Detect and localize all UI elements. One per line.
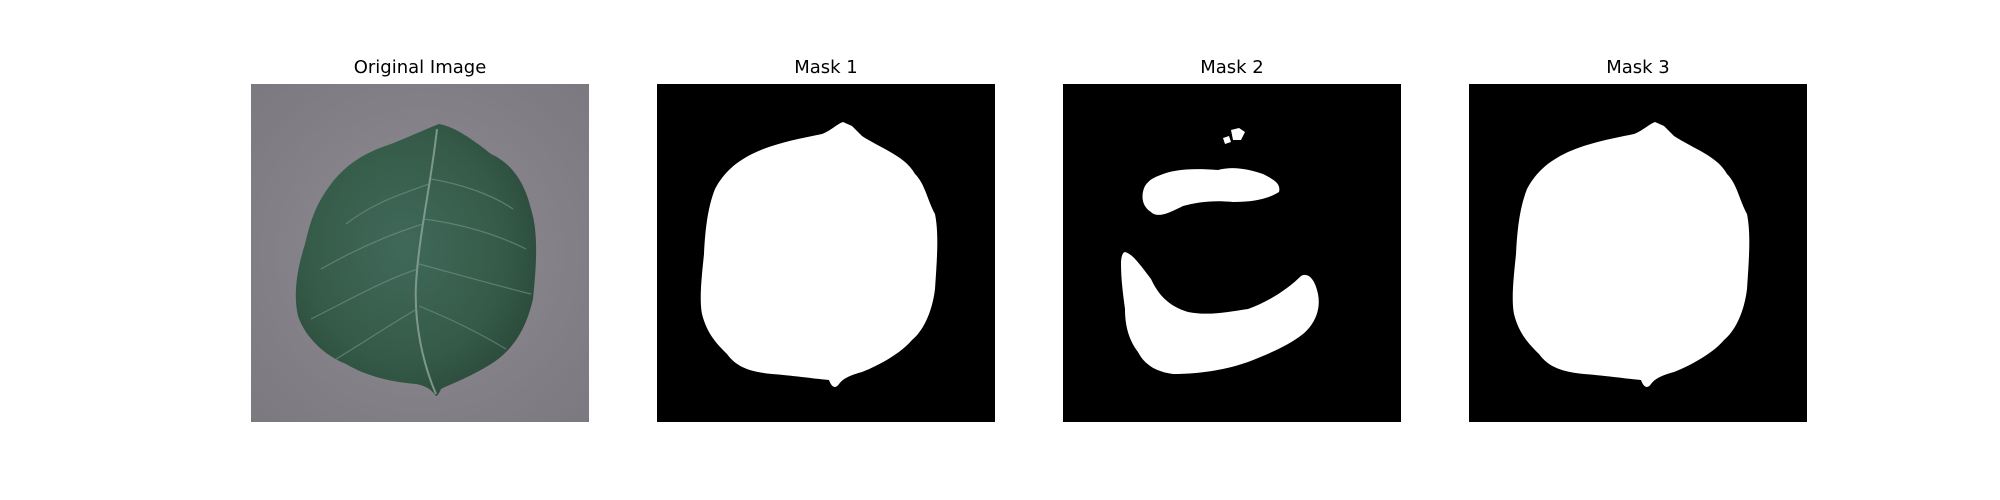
leaf-shape bbox=[295, 124, 537, 396]
mask-region bbox=[1223, 136, 1231, 144]
mask-region bbox=[1142, 168, 1280, 215]
mask-region bbox=[1512, 122, 1750, 387]
mask-region bbox=[700, 122, 938, 387]
mask-2-image bbox=[1063, 84, 1401, 422]
leaf-veins bbox=[310, 178, 532, 360]
mask-region bbox=[1121, 252, 1319, 374]
panel-mask-2: Mask 2 bbox=[1063, 56, 1401, 422]
original-leaf-photo bbox=[251, 84, 589, 422]
panel-title: Original Image bbox=[353, 57, 487, 78]
mask-3-image bbox=[1469, 84, 1807, 422]
panel-title: Mask 1 bbox=[794, 57, 858, 78]
panel-title: Mask 2 bbox=[1200, 57, 1264, 78]
panel-mask-3: Mask 3 bbox=[1469, 56, 1807, 422]
leaf-midrib bbox=[414, 128, 438, 395]
panel-original-image: Original Image bbox=[251, 56, 589, 422]
mask-1-image bbox=[657, 84, 995, 422]
panel-mask-1: Mask 1 bbox=[657, 56, 995, 422]
mask-region bbox=[1231, 128, 1245, 140]
panel-title: Mask 3 bbox=[1606, 57, 1670, 78]
